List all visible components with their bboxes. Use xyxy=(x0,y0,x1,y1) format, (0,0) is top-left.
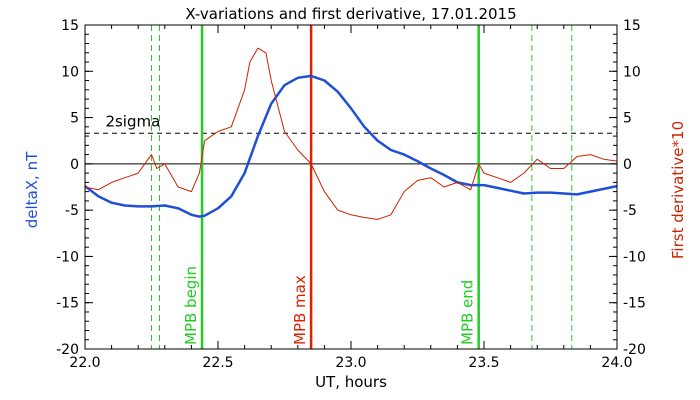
y-tick-label-left: 0 xyxy=(70,157,79,173)
x-tick-label: 24.0 xyxy=(601,355,632,371)
y-tick-label-left: 15 xyxy=(61,18,79,34)
y-tick-label-right: 0 xyxy=(623,157,632,173)
chart-title: X-variations and first derivative, 17.01… xyxy=(185,5,516,23)
y-tick-label-left: -5 xyxy=(65,203,79,219)
y-tick-label-left: 10 xyxy=(61,64,79,80)
derivative-series-line xyxy=(84,47,618,220)
y-tick-label-left: -15 xyxy=(56,296,79,312)
plot-frame xyxy=(84,24,618,350)
y-tick-label-left: 5 xyxy=(70,111,79,127)
y-tick-label-right: -10 xyxy=(623,249,646,265)
x-tick-label: 22.0 xyxy=(69,355,100,371)
deltax-series-line xyxy=(84,74,618,218)
y-tick-label-left: -10 xyxy=(56,249,79,265)
y-tick-label-right: 5 xyxy=(623,111,632,127)
y-tick-label-right: -15 xyxy=(623,296,646,312)
y-tick-label-right: 10 xyxy=(623,64,641,80)
y-tick-label-left: -20 xyxy=(56,342,79,358)
y-axis-title-left: deltaX, nT xyxy=(23,151,41,228)
y-tick-label-right: 15 xyxy=(623,18,641,34)
mpb-max-label: MPB max xyxy=(291,275,309,345)
2sigma-label: 2sigma xyxy=(105,112,160,130)
x-tick-label: 23.0 xyxy=(335,355,366,371)
x-tick-label: 23.5 xyxy=(468,355,499,371)
mpb-begin-label: MPB begin xyxy=(182,266,200,345)
y-tick-label-right: -20 xyxy=(623,342,646,358)
y-tick-label-right: -5 xyxy=(623,203,637,219)
x-tick-label: 22.5 xyxy=(202,355,233,371)
x-axis-title: UT, hours xyxy=(315,373,387,391)
y-axis-title-right: First derivative*10 xyxy=(669,121,687,259)
mpb-end-label: MPB end xyxy=(459,280,477,345)
plot-area: 2sigma MPB begin MPB max MPB end 22.0 22.5 23.… xyxy=(56,18,646,371)
